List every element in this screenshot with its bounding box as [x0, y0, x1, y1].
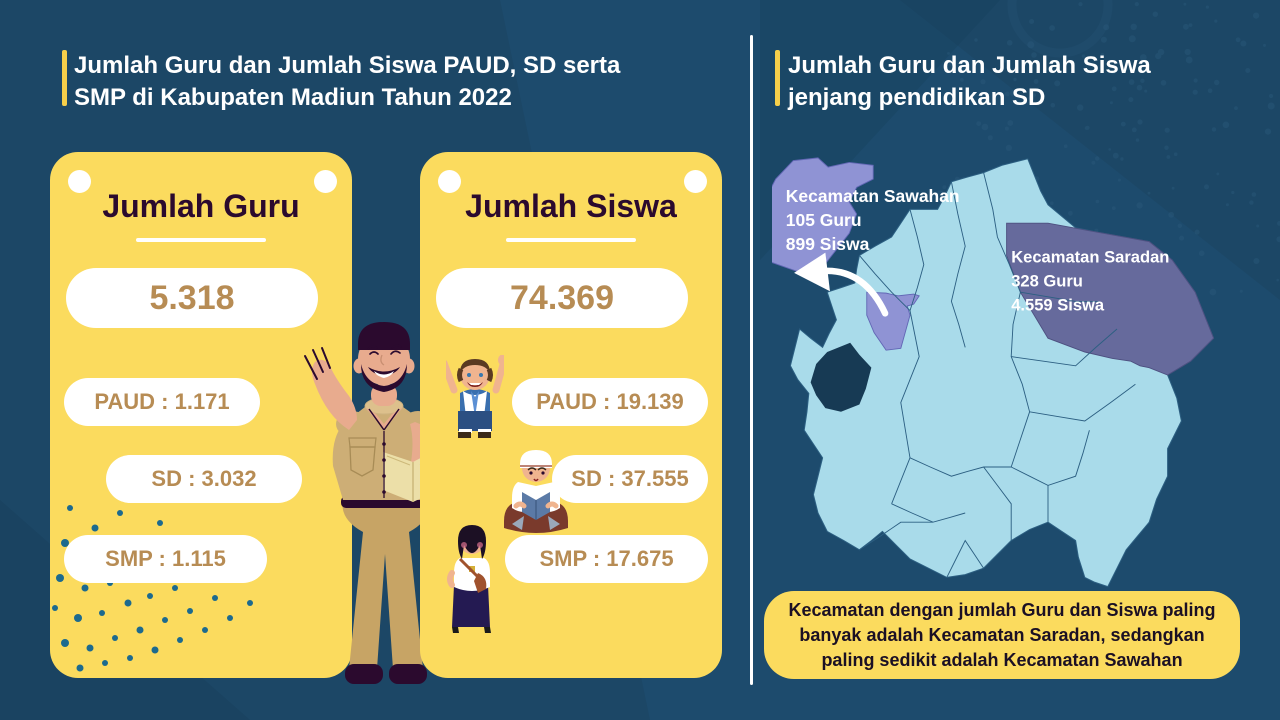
svg-text:Kecamatan Sawahan: Kecamatan Sawahan: [786, 186, 960, 206]
svg-text:4.559 Siswa: 4.559 Siswa: [1011, 296, 1105, 315]
svg-text:328 Guru: 328 Guru: [1011, 272, 1083, 291]
svg-text:Kecamatan Saradan: Kecamatan Saradan: [1011, 248, 1169, 267]
svg-text:105 Guru: 105 Guru: [786, 210, 862, 230]
svg-text:899 Siswa: 899 Siswa: [786, 234, 870, 254]
